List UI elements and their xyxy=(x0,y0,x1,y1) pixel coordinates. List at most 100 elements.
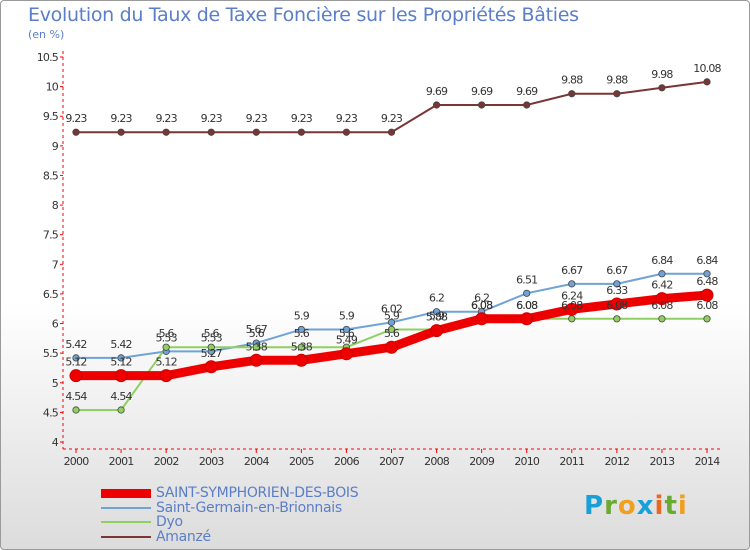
data-label: 6.08 xyxy=(516,299,538,312)
x-tick-label: 2012 xyxy=(604,455,629,468)
legend-label-amanze: Amanzé xyxy=(156,529,211,545)
data-point xyxy=(72,128,80,136)
data-label: 9.23 xyxy=(291,112,313,125)
proxiti-logo: Proxiti xyxy=(584,491,688,521)
data-point xyxy=(658,84,666,92)
data-label: 5.53 xyxy=(201,331,223,344)
data-label: 5.12 xyxy=(155,356,176,369)
data-label: 9.69 xyxy=(426,85,448,98)
data-label: 6.84 xyxy=(696,254,718,267)
x-tick-label: 2008 xyxy=(424,455,450,468)
y-tick-label: 9 xyxy=(52,140,59,153)
data-label: 9.69 xyxy=(516,85,538,98)
data-label: 4.54 xyxy=(65,390,87,403)
data-label: 9.98 xyxy=(651,68,673,81)
data-point xyxy=(342,128,351,136)
x-tick-label: 2013 xyxy=(650,455,676,468)
data-label: 6.2 xyxy=(474,292,489,305)
data-point xyxy=(117,128,125,136)
y-tick-label: 8 xyxy=(52,199,59,212)
data-point xyxy=(700,288,714,302)
data-point xyxy=(703,78,711,86)
legend-label-saint-germain: Saint-Germain-en-Brionnais xyxy=(156,500,342,516)
data-label: 6.08 xyxy=(561,299,583,312)
x-tick-label: 2009 xyxy=(469,455,495,468)
y-tick-label: 6 xyxy=(52,318,59,331)
data-point xyxy=(297,128,305,136)
data-label: 6.42 xyxy=(651,279,672,292)
x-tick-label: 2006 xyxy=(334,455,360,468)
data-point xyxy=(475,312,489,326)
data-point xyxy=(204,360,218,374)
data-label: 10.08 xyxy=(693,62,721,75)
data-label: 5.6 xyxy=(384,327,400,340)
y-tick-label: 7.5 xyxy=(43,229,59,242)
data-label: 5.6 xyxy=(159,327,175,340)
data-label: 6.08 xyxy=(696,299,718,312)
x-tick-label: 2010 xyxy=(514,455,540,468)
data-point xyxy=(520,312,534,326)
data-point xyxy=(523,289,531,297)
data-point xyxy=(339,347,353,361)
logo-letter: i xyxy=(654,491,665,521)
logo-letter: o xyxy=(617,491,637,521)
data-label: 6.08 xyxy=(471,299,493,312)
data-label: 6.33 xyxy=(606,284,628,297)
data-point xyxy=(162,343,170,351)
series-points xyxy=(69,78,714,414)
data-label: 5.27 xyxy=(201,347,223,360)
x-tick-label: 2014 xyxy=(695,455,721,468)
data-label: 5.6 xyxy=(249,327,265,340)
data-point xyxy=(72,354,80,362)
data-label: 5.6 xyxy=(204,327,220,340)
y-tick-label: 4.5 xyxy=(43,406,59,419)
data-label: 5.6 xyxy=(294,327,310,340)
data-label: 9.23 xyxy=(336,112,358,125)
data-point xyxy=(117,406,125,414)
data-point xyxy=(387,128,396,136)
data-point xyxy=(249,353,263,367)
data-label: 6.08 xyxy=(516,299,538,312)
data-point xyxy=(613,280,621,288)
data-point xyxy=(72,406,80,414)
data-label: 5.12 xyxy=(65,356,86,369)
data-label: 9.69 xyxy=(471,85,493,98)
x-tick-label: 2003 xyxy=(199,455,225,468)
x-tick-label: 2000 xyxy=(64,455,90,468)
data-point xyxy=(297,325,305,334)
data-label: 6.51 xyxy=(516,273,537,286)
data-point xyxy=(297,343,305,351)
data-label: 9.23 xyxy=(246,112,268,125)
legend-label-dyo: Dyo xyxy=(156,514,183,530)
data-label: 5.67 xyxy=(246,323,268,336)
data-label: 9.23 xyxy=(381,112,403,125)
x-tick-label: 2002 xyxy=(154,455,179,468)
data-point xyxy=(703,270,711,278)
data-point xyxy=(613,315,621,323)
data-label: 5.88 xyxy=(426,311,448,324)
data-label: 9.23 xyxy=(110,112,132,125)
data-point xyxy=(162,128,170,136)
data-label: 5.9 xyxy=(339,309,355,322)
data-label: 6.2 xyxy=(429,292,444,305)
data-point xyxy=(568,280,576,288)
data-point xyxy=(655,292,669,306)
data-label: 9.23 xyxy=(201,112,223,125)
data-point xyxy=(613,90,621,98)
data-label: 5.9 xyxy=(429,309,445,322)
data-label: 6.02 xyxy=(381,302,402,315)
data-label: 5.12 xyxy=(110,356,131,369)
y-tick-label: 7 xyxy=(52,258,59,271)
data-label: 4.54 xyxy=(110,390,132,403)
data-label: 9.88 xyxy=(606,74,628,87)
data-point xyxy=(430,324,444,338)
y-tick-label: 5.5 xyxy=(43,347,59,360)
y-tick-label: 10 xyxy=(46,81,59,94)
x-tick-label: 2007 xyxy=(379,455,405,468)
y-tick-label: 6.5 xyxy=(43,288,59,301)
data-point xyxy=(252,128,260,136)
data-label: 5.9 xyxy=(384,309,400,322)
data-point xyxy=(432,308,441,316)
data-label: 9.23 xyxy=(65,112,87,125)
